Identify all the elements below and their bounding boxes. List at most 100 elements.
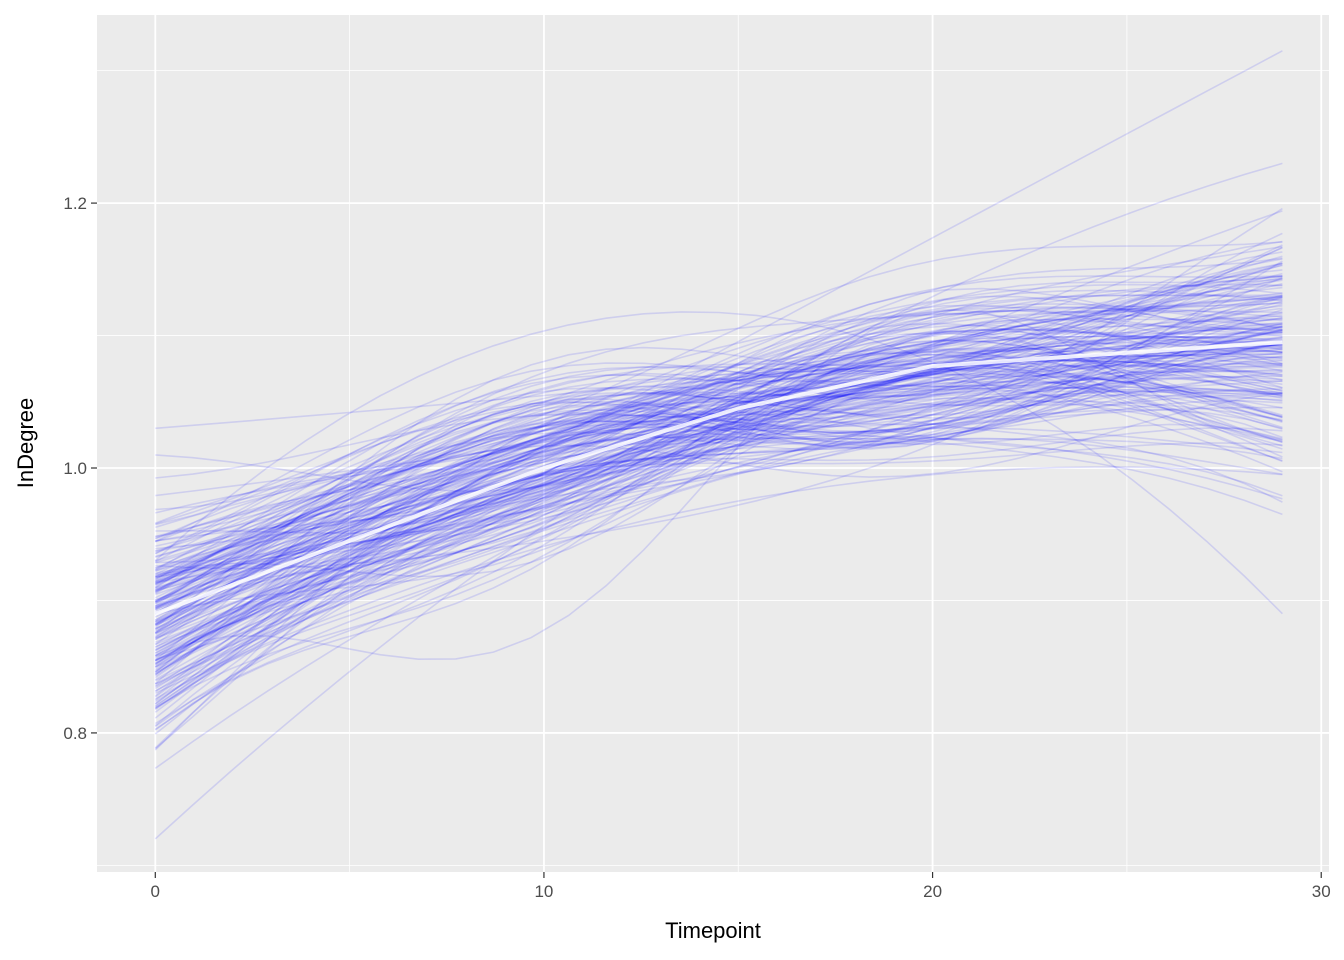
series-line: [154, 313, 1283, 657]
series-line: [154, 388, 1283, 605]
series-line: [154, 347, 1283, 599]
series-line: [154, 325, 1283, 676]
series-line: [154, 352, 1283, 571]
series-line: [154, 310, 1283, 608]
series-line: [155, 232, 1283, 553]
series-line: [155, 322, 1283, 525]
series-line: [154, 366, 1283, 581]
x-tick-label: 0: [151, 882, 160, 901]
series-line: [154, 339, 1283, 634]
series-line: [154, 337, 1283, 705]
series-line: [154, 397, 1283, 668]
series-line: [155, 355, 1283, 578]
series-line: [154, 336, 1283, 662]
series-line: [155, 322, 1283, 542]
series-line: [154, 311, 1283, 615]
series-line: [154, 393, 1283, 646]
series-line: [155, 321, 1283, 430]
y-tick-label: 1.2: [63, 194, 87, 213]
series-line: [154, 50, 1283, 655]
series-line: [154, 295, 1283, 632]
series-line: [154, 294, 1283, 671]
series-line: [154, 284, 1283, 603]
series-line: [155, 308, 1283, 661]
series-line: [154, 255, 1283, 668]
series-line: [155, 276, 1283, 511]
x-axis: 0 10 20 30: [151, 872, 1331, 901]
series-line: [154, 297, 1283, 634]
y-tick-label: 1.0: [63, 459, 87, 478]
series-line: [154, 262, 1283, 730]
series-line: [154, 275, 1283, 581]
series-line: [154, 386, 1283, 555]
series-line: [154, 350, 1283, 555]
series-line: [154, 276, 1283, 584]
series-line: [154, 351, 1283, 595]
series-line: [154, 257, 1283, 641]
series-line: [154, 298, 1283, 700]
series-line: [155, 323, 1283, 562]
series-line: [154, 318, 1283, 709]
y-tick-label: 0.8: [63, 724, 87, 743]
series-line: [155, 364, 1283, 514]
series-line: [155, 342, 1283, 479]
series-line: [155, 337, 1283, 601]
series-line: [155, 442, 1283, 596]
series-line: [154, 162, 1283, 840]
series-line: [154, 390, 1283, 611]
series-line: [154, 245, 1283, 709]
series-line: [154, 359, 1283, 625]
series-line: [154, 362, 1283, 668]
series-line: [154, 360, 1283, 603]
series-line: [154, 375, 1283, 651]
mean-line: [154, 340, 1283, 616]
series-line: [154, 287, 1283, 580]
series-line: [154, 336, 1283, 626]
series-line: [154, 311, 1283, 610]
series-line: [154, 275, 1283, 725]
series-line: [155, 295, 1283, 529]
series-line: [154, 295, 1283, 652]
series-line: [154, 343, 1283, 646]
series-line: [154, 359, 1283, 637]
series-line: [155, 339, 1283, 578]
series-line: [155, 272, 1283, 590]
series-line: [154, 437, 1283, 591]
series-line: [154, 278, 1283, 630]
series-line: [154, 328, 1283, 587]
series-line: [155, 355, 1283, 591]
series-line: [154, 289, 1283, 727]
series-line: [154, 334, 1283, 588]
series-line: [154, 339, 1283, 676]
y-axis-title: InDegree: [13, 398, 38, 489]
series-line: [154, 312, 1283, 673]
x-axis-title: Timepoint: [665, 918, 761, 943]
series-line: [155, 343, 1283, 526]
series-line: [155, 304, 1283, 543]
series-line: [155, 329, 1283, 573]
series-line: [154, 425, 1283, 610]
series-line: [154, 355, 1283, 707]
series-line: [154, 258, 1283, 585]
series-line: [155, 282, 1283, 583]
series-line: [154, 362, 1283, 639]
series-line: [154, 392, 1283, 685]
series-line: [154, 362, 1283, 543]
series-line: [154, 339, 1283, 665]
series-line: [154, 353, 1283, 578]
series-line: [155, 392, 1283, 538]
minor-gridlines: [97, 15, 1329, 872]
series-line: [155, 262, 1283, 579]
series-line: [154, 373, 1283, 697]
series-line: [154, 357, 1283, 657]
series-line: [155, 352, 1283, 583]
series-line: [154, 394, 1283, 674]
series-line: [154, 384, 1283, 622]
series-line: [154, 437, 1283, 688]
series-line: [154, 341, 1283, 719]
series-line: [154, 370, 1283, 570]
series-line: [154, 317, 1283, 750]
series-line: [154, 427, 1283, 651]
series-line: [155, 246, 1283, 661]
series-line: [154, 294, 1283, 623]
